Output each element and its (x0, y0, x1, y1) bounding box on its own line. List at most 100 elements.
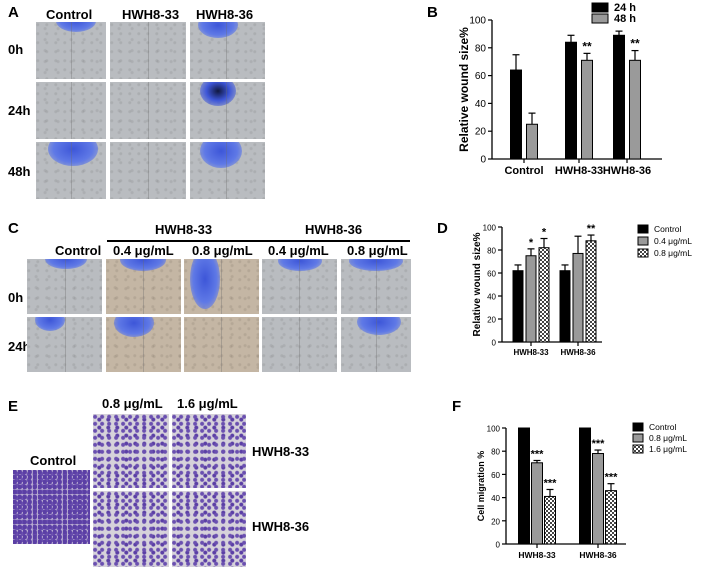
bar-48-h-control (526, 123, 538, 160)
y-tick-label: 80 (487, 247, 496, 256)
legend-label-24-h: 24 h (614, 2, 636, 14)
x-tick-label-hwh8-33: HWH8-33 (513, 348, 549, 357)
panel-letter-b: B (427, 4, 438, 21)
bar-24-h-hwh8-33 (565, 41, 577, 160)
row-label-e-hwh8-36: HWH8-36 (252, 519, 310, 534)
y-tick-label: 20 (491, 517, 500, 526)
column-header-e-high: 1.6 μg/mL (177, 396, 238, 411)
micrograph-a-hwh8-36-48h (190, 142, 265, 199)
x-tick-label-hwh8-36: HWH8-36 (603, 165, 651, 177)
row-label-c-24h: 24h (8, 339, 31, 354)
y-tick-label: 60 (487, 270, 496, 279)
bar-0-8-g-ml-hwh8-33 (531, 462, 543, 545)
column-header-hwh8-36: HWH8-36 (196, 7, 254, 22)
x-tick-label-hwh8-33: HWH8-33 (555, 165, 603, 177)
x-tick-label-control: Control (504, 165, 543, 177)
y-tick-label: 0 (496, 541, 501, 550)
panel-letter-d: D (437, 220, 448, 237)
legend-swatch-0-8-g-ml (632, 433, 644, 443)
y-tick-label: 20 (487, 316, 496, 325)
significance-marker: *** (592, 438, 606, 450)
y-tick-label: 100 (487, 425, 501, 434)
y-tick-label: 20 (475, 127, 487, 138)
bar-48-h-hwh8-36 (629, 59, 641, 160)
row-label-c-0h: 0h (8, 290, 24, 305)
y-tick-label: 40 (491, 494, 500, 503)
y-tick-label: 0 (492, 339, 497, 348)
column-header-c-33-high: 0.8 μg/mL (192, 243, 253, 258)
micrograph-e-control (13, 470, 90, 544)
legend-label-control: Control (649, 422, 677, 432)
legend-label-48-h: 48 h (614, 13, 636, 25)
group-header-hwh8-33: HWH8-33 (155, 222, 213, 237)
significance-marker: *** (544, 477, 558, 489)
bar-48-h-hwh8-33 (581, 59, 593, 160)
column-header-e-low: 0.8 μg/mL (102, 396, 163, 411)
legend-swatch-0-8-g-ml (637, 248, 649, 258)
legend-swatch-0-4-g-ml (637, 236, 649, 246)
significance-marker: * (542, 227, 547, 239)
bar-0-8-g-ml-hwh8-33 (538, 247, 550, 343)
x-tick-label-hwh8-36: HWH8-36 (560, 348, 596, 357)
bar-control-hwh8-33 (518, 427, 530, 545)
legend-swatch-48-h (591, 13, 609, 24)
legend-label-1-6-g-ml: 1.6 μg/mL (649, 444, 687, 454)
legend-label-0-8-g-ml: 0.8 μg/mL (649, 433, 687, 443)
row-label-0h: 0h (8, 42, 24, 57)
micrograph-a-hwh8-36-0h (190, 22, 265, 79)
legend-label-control: Control (654, 224, 682, 234)
bar-1-6-g-ml-hwh8-33 (544, 495, 556, 545)
micrograph-a-control-48h (36, 142, 106, 199)
group-header-hwh8-36: HWH8-36 (305, 222, 363, 237)
y-tick-label: 80 (475, 43, 487, 54)
bar-0-4-g-ml-hwh8-33 (525, 255, 537, 343)
significance-marker: *** (531, 448, 545, 460)
bar-0-4-g-ml-hwh8-36 (572, 252, 584, 343)
bar-control-hwh8-36 (579, 427, 591, 545)
significance-marker: ** (587, 223, 596, 235)
micrograph-c-36-low-24h (262, 317, 337, 372)
panel-letter-e: E (8, 398, 19, 415)
bar-24-h-control (510, 69, 522, 160)
bar-0-8-g-ml-hwh8-36 (585, 240, 597, 343)
micrograph-e-33-high (172, 414, 246, 488)
micrograph-c-control-24h (27, 317, 102, 372)
y-tick-label: 0 (480, 155, 486, 166)
column-header-hwh8-33: HWH8-33 (122, 7, 180, 22)
micrograph-c-36-high-24h (341, 317, 411, 372)
legend-label-0-4-g-ml: 0.4 μg/mL (654, 236, 692, 246)
micrograph-c-36-high-0h (341, 259, 411, 314)
column-header-control: Control (46, 7, 93, 22)
significance-marker: ** (582, 39, 592, 53)
micrograph-c-33-high-24h (184, 317, 259, 372)
micrograph-c-33-low-0h (106, 259, 181, 314)
y-tick-label: 80 (491, 448, 500, 457)
legend-swatch-control (632, 422, 644, 432)
control-label-e: Control (30, 453, 77, 468)
micrograph-c-control-0h (27, 259, 102, 314)
legend-swatch-24-h (591, 2, 609, 13)
micrograph-a-hwh8-33-0h (110, 22, 186, 79)
row-label-e-hwh8-33: HWH8-33 (252, 444, 310, 459)
chart-f: 0 20 40 60 80 100 Cell migration % HWH8-33 *** **… (476, 422, 687, 560)
micrograph-e-36-low (93, 491, 169, 567)
bar-control-hwh8-33 (512, 270, 524, 343)
micrograph-e-36-high (172, 491, 246, 567)
y-tick-label: 60 (475, 71, 487, 82)
significance-marker: * (529, 237, 534, 249)
significance-marker: *** (605, 472, 619, 484)
bar-control-hwh8-36 (559, 270, 571, 343)
micrograph-a-control-0h (36, 22, 106, 79)
bar-24-h-hwh8-36 (613, 34, 625, 160)
group-underline-hwh8-36 (262, 240, 410, 242)
column-header-c-control: Control (55, 243, 102, 258)
y-axis-label: Cell migration % (476, 451, 486, 522)
micrograph-c-33-high-0h (184, 259, 259, 314)
y-tick-label: 60 (491, 471, 500, 480)
micrograph-e-33-low (93, 414, 169, 488)
column-header-c-36-low: 0.4 μg/mL (268, 243, 329, 258)
panel-letter-c: C (8, 220, 19, 237)
micrograph-a-hwh8-36-24h (190, 82, 265, 139)
y-tick-label: 100 (483, 224, 497, 233)
